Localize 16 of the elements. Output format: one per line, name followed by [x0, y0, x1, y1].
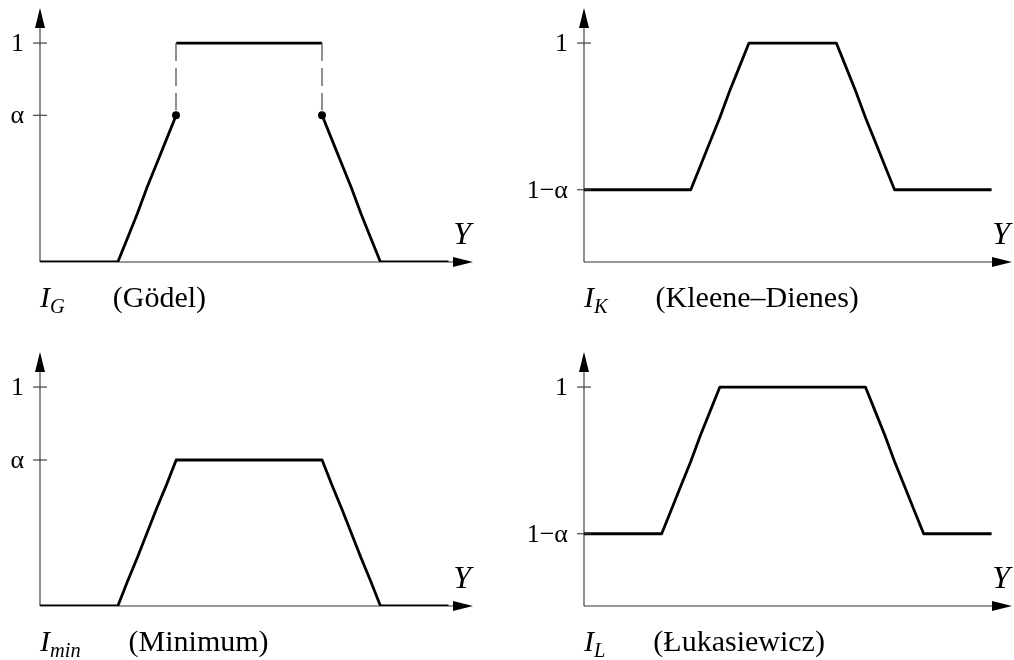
text: 1 — [555, 371, 568, 401]
chart-title: I$_{L}$ (Łukasiewicz) — [584, 624, 825, 660]
x-axis-title: Y — [992, 559, 1014, 595]
text: 1 — [555, 27, 568, 57]
text: α — [10, 100, 25, 130]
chart-title: I$_{K}$ (Kleene–Dienes) — [584, 280, 859, 318]
text: 1−α — [526, 518, 569, 548]
x-axis-title: Y — [453, 559, 475, 595]
text: 1 — [11, 371, 24, 401]
chart-title: I$_{min}$ (Minimum) — [40, 624, 269, 660]
text: 1−α — [526, 174, 569, 204]
text: α — [10, 444, 25, 474]
x-axis-title: Y — [992, 215, 1014, 251]
chart-title: I$_{G}$ (Gödel) — [40, 280, 207, 318]
text: 1 — [11, 27, 24, 57]
x-axis-title: Y — [453, 215, 475, 251]
